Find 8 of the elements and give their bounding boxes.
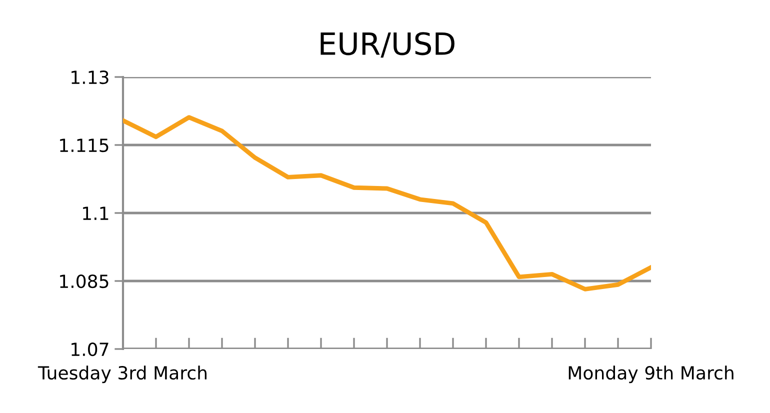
y-tick-label: 1.115 <box>60 138 108 152</box>
chart-title: EUR/USD <box>320 32 454 58</box>
y-tick-label: 1.07 <box>72 342 108 356</box>
x-tick-label: Tuesday 3rd March <box>38 366 206 384</box>
y-tick-label: 1.1 <box>83 206 108 220</box>
y-tick-label: 1.085 <box>60 274 108 288</box>
x-tick-label: Monday 9th March <box>568 366 734 384</box>
y-tick-label: 1.13 <box>72 70 108 84</box>
